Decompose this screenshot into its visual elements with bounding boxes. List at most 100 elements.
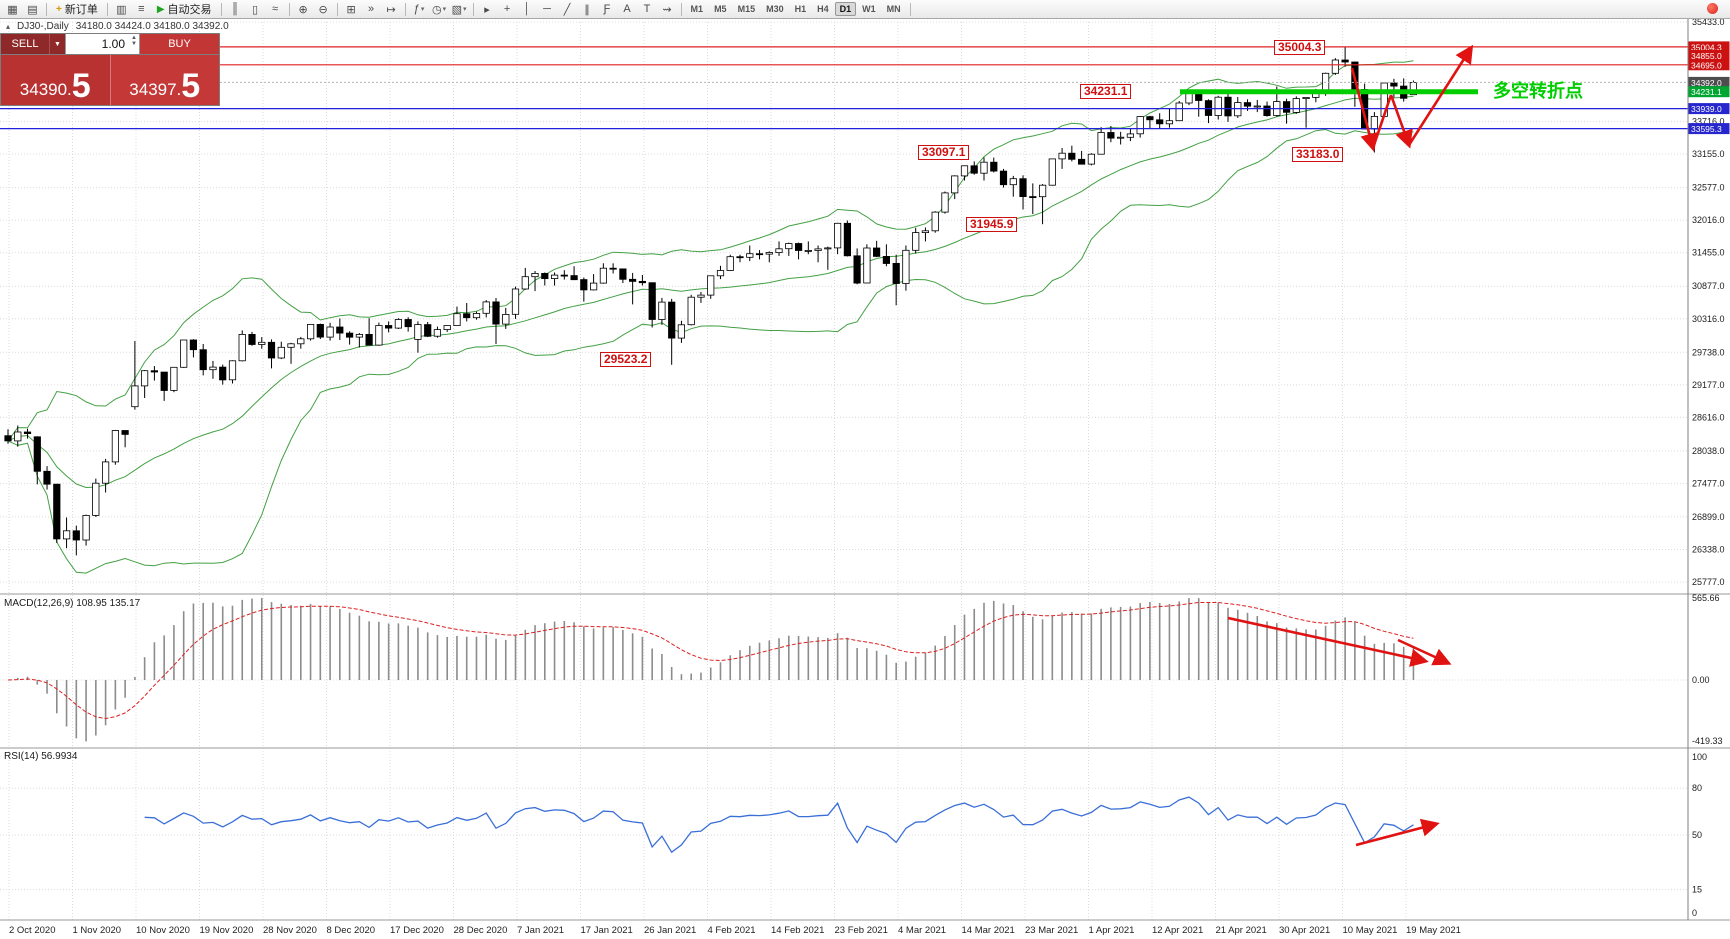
candle[interactable] <box>1078 150 1086 165</box>
macd-down-arrow[interactable] <box>1227 616 1429 667</box>
profiles-icon[interactable]: ▤ <box>27 3 38 16</box>
candlestick-chart-icon[interactable]: ▯ <box>252 3 259 16</box>
candle[interactable] <box>424 322 432 338</box>
candle[interactable] <box>443 325 451 332</box>
candle[interactable] <box>619 268 627 283</box>
candle[interactable] <box>1097 127 1105 155</box>
candle[interactable] <box>580 277 588 302</box>
candle[interactable] <box>219 364 227 385</box>
price-annotation-tag[interactable]: 31945.9 <box>966 217 1018 232</box>
candle[interactable] <box>990 157 998 173</box>
candle[interactable] <box>180 339 188 368</box>
candle[interactable] <box>814 245 822 263</box>
candle[interactable] <box>746 245 754 262</box>
date-axis[interactable]: 2 Oct 2020 1 Nov 2020 10 Nov 2020 19 Nov 20… <box>9 925 1461 936</box>
tile-windows-icon[interactable]: ⊞ <box>346 3 356 16</box>
candle[interactable] <box>892 254 900 306</box>
order-type-dropdown[interactable]: ▼ <box>49 34 65 54</box>
timeframe-m30[interactable]: M30 <box>766 4 784 14</box>
candle[interactable] <box>287 342 295 364</box>
candle[interactable] <box>980 157 988 181</box>
candle[interactable] <box>306 323 315 341</box>
candle[interactable] <box>521 267 529 290</box>
candle[interactable] <box>1058 148 1066 169</box>
candle[interactable] <box>472 311 481 320</box>
candle[interactable] <box>931 211 939 233</box>
label-icon[interactable]: T <box>643 3 651 15</box>
candle[interactable] <box>1224 93 1232 122</box>
w-pattern-arrow-3[interactable] <box>1389 94 1413 149</box>
timeframe-h1[interactable]: H1 <box>794 4 807 14</box>
candle[interactable] <box>297 336 305 349</box>
candle[interactable] <box>638 275 647 286</box>
candle[interactable] <box>511 286 520 319</box>
bar-chart-icon[interactable]: ║ <box>231 3 239 15</box>
volume-input[interactable]: 1.00 ▲ ▼ <box>65 34 140 54</box>
candle[interactable] <box>463 303 471 322</box>
candle[interactable] <box>43 466 51 490</box>
candle[interactable] <box>1009 175 1017 197</box>
templates-icon[interactable]: ▧ ▾ <box>451 3 467 16</box>
cursor-icon[interactable]: ▸ <box>484 3 490 16</box>
candle[interactable] <box>541 272 549 286</box>
candle[interactable] <box>970 161 978 175</box>
candle[interactable] <box>1019 175 1027 210</box>
candle[interactable] <box>843 220 852 257</box>
candle[interactable] <box>365 318 373 346</box>
candle[interactable] <box>92 478 100 517</box>
new-order-button[interactable]: + 新订单 <box>51 1 103 17</box>
candle[interactable] <box>1117 131 1125 145</box>
price-annotation-tag[interactable]: 35004.3 <box>1274 40 1326 55</box>
timeframe-h4[interactable]: H4 <box>817 4 829 14</box>
candle[interactable] <box>1341 46 1349 67</box>
candle[interactable] <box>433 326 442 338</box>
candle[interactable] <box>599 263 608 284</box>
candle[interactable] <box>960 165 969 181</box>
candle[interactable] <box>326 322 334 341</box>
indicators-icon[interactable]: ƒ ▾ <box>413 3 425 15</box>
candle[interactable] <box>453 306 461 327</box>
candle[interactable] <box>687 294 695 326</box>
candle[interactable] <box>482 300 490 318</box>
candle[interactable] <box>1253 99 1261 113</box>
candle[interactable] <box>999 168 1008 188</box>
candle[interactable] <box>14 425 22 447</box>
candle[interactable] <box>209 360 217 379</box>
candle[interactable] <box>795 242 803 260</box>
candle[interactable] <box>72 525 80 556</box>
timeframe-m5[interactable]: M5 <box>714 4 727 14</box>
candle[interactable] <box>102 458 110 493</box>
candle[interactable] <box>697 291 705 303</box>
candle[interactable] <box>258 337 266 349</box>
text-icon[interactable]: A <box>623 3 631 15</box>
candle[interactable] <box>131 341 139 410</box>
candle[interactable] <box>668 298 676 365</box>
candle[interactable] <box>414 321 422 353</box>
turning-point-text-object[interactable]: 多空转折点 <box>1493 81 1583 101</box>
candle[interactable] <box>316 323 324 339</box>
candle[interactable] <box>775 241 783 256</box>
buy-button[interactable]: BUY <box>140 34 219 54</box>
candle[interactable] <box>248 331 256 346</box>
candle[interactable] <box>658 297 666 325</box>
candle[interactable] <box>551 272 559 286</box>
candle[interactable] <box>1048 158 1056 186</box>
candle[interactable] <box>1029 183 1037 215</box>
candle[interactable] <box>1302 97 1310 128</box>
candle[interactable] <box>785 242 793 256</box>
candle[interactable] <box>375 322 383 346</box>
rsi-up-arrow[interactable] <box>1355 818 1440 847</box>
candle[interactable] <box>951 175 959 200</box>
candle[interactable] <box>1292 96 1300 114</box>
candle[interactable] <box>1126 128 1134 142</box>
candle[interactable] <box>716 265 725 280</box>
candle[interactable] <box>502 307 510 329</box>
candle[interactable] <box>160 371 168 401</box>
buy-price-button[interactable]: 34397. 5 <box>110 55 219 105</box>
candle[interactable] <box>23 428 32 439</box>
candle[interactable] <box>755 250 764 260</box>
candle[interactable] <box>53 483 61 543</box>
candle[interactable] <box>121 430 129 448</box>
crosshair-icon[interactable]: + <box>503 3 511 15</box>
